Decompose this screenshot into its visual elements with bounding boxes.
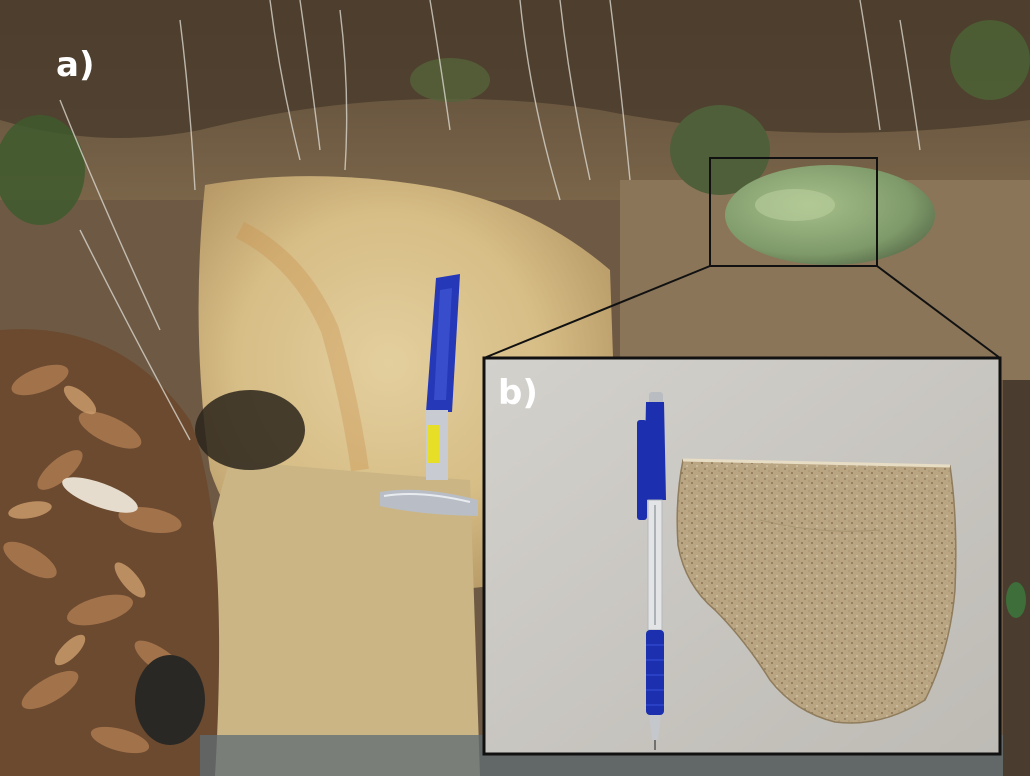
panel-b-inset: b): [482, 356, 1002, 756]
zoom-indicator: [483, 157, 1001, 359]
geological-hammer-icon: [380, 274, 478, 516]
panel-b-label: b): [498, 373, 538, 413]
panel-a-label: a): [56, 45, 94, 85]
sandstone-sample: [676, 458, 957, 724]
ballpoint-pen-icon: [637, 392, 666, 750]
